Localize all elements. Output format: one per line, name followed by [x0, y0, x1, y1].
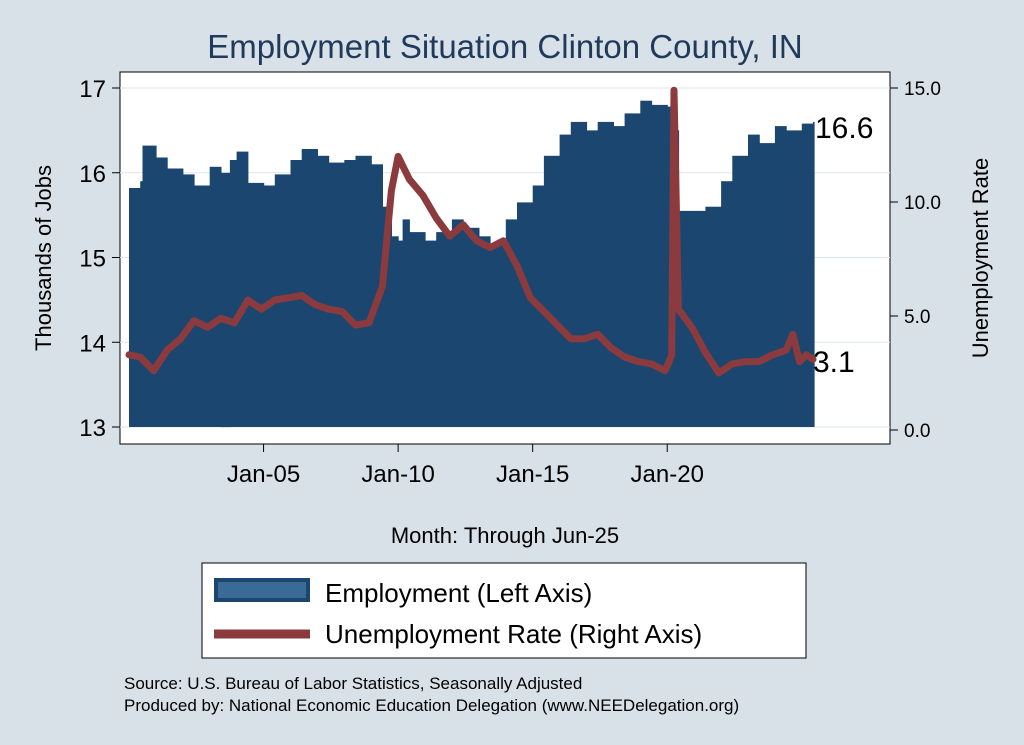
axes: 13 14 15 16 17 0.0 5.0 10.0 15.0 Jan-05 Jan-10 Jan-… — [79, 76, 941, 488]
employment-bar — [640, 100, 653, 427]
y-right-tick-label: 10.0 — [904, 193, 941, 214]
employment-bar — [236, 151, 249, 427]
employment-bar — [759, 143, 776, 427]
employment-bar — [721, 181, 733, 427]
employment-bar — [220, 172, 231, 428]
legend: Employment (Left Axis) Unemployment Rate… — [201, 562, 807, 659]
employment-bar — [155, 157, 168, 427]
x-tick-label: Jan-10 — [361, 461, 434, 488]
producer-note: Produced by: National Economic Education… — [124, 696, 739, 715]
employment-bar — [694, 210, 706, 427]
employment-bar — [167, 168, 184, 427]
y-right-tick-label: 15.0 — [904, 79, 941, 100]
employment-bar — [391, 236, 399, 427]
employment-bar — [229, 160, 238, 427]
employment-bar — [624, 113, 641, 428]
y-left-axis-label: Thousands of Jobs — [31, 165, 56, 351]
employment-bar — [129, 188, 141, 427]
unemployment-end-label: 3.1 — [813, 346, 855, 379]
employment-bar — [597, 121, 614, 428]
employment-bar — [490, 244, 507, 427]
x-tick-label: Jan-20 — [631, 461, 704, 488]
employment-bar — [194, 185, 211, 427]
employment-bar — [402, 219, 410, 427]
employment-bar — [748, 134, 760, 427]
employment-bar — [586, 130, 599, 427]
chart-title: Employment Situation Clinton County, IN — [207, 28, 803, 65]
y-left-tick-label: 16 — [79, 161, 106, 188]
x-tick-label: Jan-05 — [227, 461, 300, 488]
employment-bar — [140, 181, 143, 427]
employment-bars — [129, 100, 815, 428]
employment-bar — [651, 104, 668, 428]
employment-bar — [142, 145, 157, 427]
legend-swatch-employment-inner — [218, 582, 306, 598]
employment-bar — [505, 219, 518, 427]
x-tick-label: Jan-15 — [496, 461, 569, 488]
employment-bar — [517, 202, 534, 427]
y-left-tick-label: 14 — [79, 330, 106, 357]
employment-bar — [355, 155, 372, 428]
employment-bar — [786, 130, 803, 427]
employment-bar — [613, 126, 626, 427]
y-right-tick-label: 5.0 — [904, 307, 930, 328]
x-axis-label: Month: Through Jun-25 — [391, 523, 619, 548]
employment-bar — [382, 206, 392, 427]
employment-bar — [559, 134, 572, 427]
employment-bar — [570, 121, 588, 428]
employment-bar — [425, 240, 437, 427]
employment-bar — [705, 206, 722, 427]
employment-bar — [436, 232, 453, 427]
legend-label-employment: Employment (Left Axis) — [325, 578, 592, 608]
employment-bar — [182, 174, 195, 427]
employment-bar — [463, 227, 480, 427]
employment-bar — [774, 126, 787, 427]
employment-end-label: 16.6 — [815, 112, 873, 145]
employment-bar — [478, 236, 491, 427]
unemployment-line — [125, 86, 817, 377]
employment-bar — [328, 162, 345, 427]
employment-bar — [209, 166, 222, 428]
y-left-tick-label: 13 — [79, 415, 106, 442]
y-left-tick-label: 17 — [79, 76, 106, 103]
employment-bar — [801, 123, 814, 427]
employment-bar — [398, 240, 404, 427]
employment-bar — [732, 155, 749, 428]
employment-bar — [301, 149, 318, 427]
y-right-tick-label: 0.0 — [904, 421, 930, 442]
employment-bar — [409, 232, 426, 427]
employment-bar — [317, 155, 330, 428]
employment-bar — [451, 219, 464, 427]
employment-bar — [344, 160, 357, 427]
employment-bar — [813, 121, 815, 428]
y-left-tick-label: 15 — [79, 246, 106, 273]
source-note: Source: U.S. Bureau of Labor Statistics,… — [124, 674, 582, 693]
legend-label-unemployment: Unemployment Rate (Right Axis) — [325, 619, 702, 649]
y-right-axis-label: Unemployment Rate — [968, 158, 993, 359]
employment-bar — [543, 155, 561, 428]
